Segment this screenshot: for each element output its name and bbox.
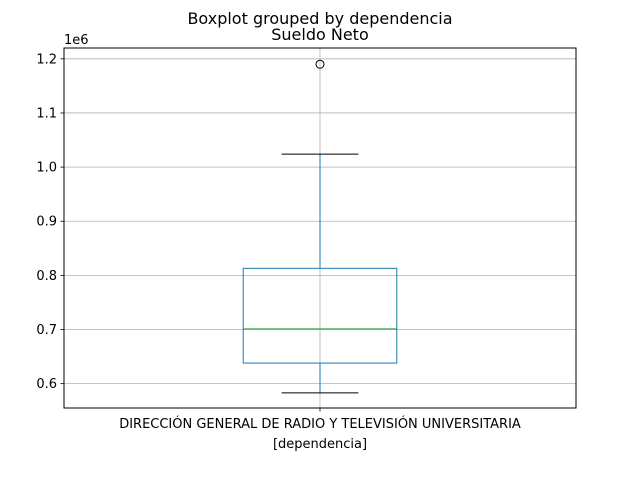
y-offset-label: 1e6 (64, 33, 89, 48)
y-tick-label: 1.0 (36, 161, 57, 176)
y-tick-label: 0.6 (36, 377, 57, 392)
chart-title: Sueldo Neto (271, 25, 369, 44)
y-axis: 0.6 0.7 0.8 0.9 1.0 1.1 1.2 (36, 52, 64, 392)
y-tick-label: 1.2 (36, 52, 57, 67)
y-tick-label: 0.8 (36, 269, 57, 284)
chart-suptitle: Boxplot grouped by dependencia (187, 9, 452, 28)
box-iqr (242, 267, 398, 364)
y-tick-label: 0.7 (36, 323, 57, 338)
x-axis-label: [dependencia] (273, 437, 367, 452)
y-tick-label: 1.1 (36, 106, 57, 121)
outlier-point (315, 59, 325, 69)
y-tick-label: 0.9 (36, 215, 57, 230)
x-tick-label: DIRECCIÓN GENERAL DE RADIO Y TELEVISIÓN … (119, 416, 521, 432)
plot-marks (242, 59, 398, 394)
x-axis: DIRECCIÓN GENERAL DE RADIO Y TELEVISIÓN … (119, 408, 521, 432)
